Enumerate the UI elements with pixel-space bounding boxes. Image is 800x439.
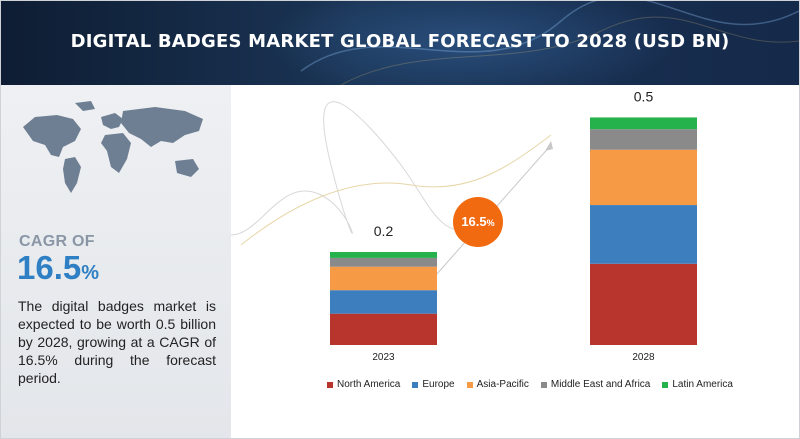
- bar-2023-latin-america: [330, 252, 437, 258]
- legend-item-latin-america: Latin America: [662, 379, 733, 390]
- sidebar-panel: CAGR OF 16.5% The digital badges market …: [1, 85, 231, 438]
- legend-label: Latin America: [672, 379, 733, 390]
- cagr-value: 16.5%: [17, 249, 99, 287]
- legend-item-asia-pacific: Asia-Pacific: [466, 379, 529, 390]
- legend-item-europe: Europe: [412, 379, 455, 390]
- legend-swatch: [662, 381, 669, 388]
- labels-group: 0.2 2023 0.5 2028: [372, 88, 655, 363]
- cagr-number: 16.5: [17, 249, 82, 286]
- legend-swatch: [327, 381, 333, 388]
- cagr-unit: %: [81, 262, 100, 284]
- bar-2028-asia-pacific: [590, 149, 697, 206]
- total-label-2023: 0.2: [374, 223, 394, 239]
- legend-label: Europe: [422, 379, 455, 390]
- bars-group: [330, 117, 697, 345]
- category-label-2023: 2023: [372, 352, 395, 363]
- cagr-badge-value: 16.5: [461, 214, 487, 229]
- market-description: The digital badges market is expected to…: [18, 298, 216, 386]
- header-glow: [261, 1, 681, 85]
- bar-2028-north-america: [590, 263, 697, 345]
- legend-item-middle-east-and-africa: Middle East and Africa: [540, 379, 651, 390]
- bar-2023-asia-pacific: [330, 266, 437, 291]
- bar-2023-middle-east-and-africa: [330, 257, 437, 267]
- header-banner: DIGITAL BADGES MARKET GLOBAL FORECAST TO…: [1, 1, 799, 85]
- growth-curve-2: [240, 134, 552, 246]
- legend-swatch: [466, 381, 473, 388]
- header-decoration: [300, 1, 799, 85]
- legend-label: Middle East and Africa: [550, 379, 651, 390]
- chart-legend: North America Europe Asia-Pacific Middle Ea…: [327, 379, 745, 390]
- bar-2023-north-america: [330, 313, 437, 345]
- world-map-icon: [23, 101, 203, 193]
- page-title: DIGITAL BADGES MARKET GLOBAL FORECAST TO…: [70, 31, 730, 52]
- bar-2028-europe: [590, 205, 697, 264]
- legend-item-north-america: North America: [327, 379, 400, 390]
- bar-2028-latin-america: [590, 117, 697, 130]
- trend-arrow-head: [545, 141, 553, 151]
- bar-2023-europe: [330, 290, 437, 314]
- category-label-2028: 2028: [632, 352, 655, 363]
- legend-label: Asia-Pacific: [476, 379, 529, 390]
- chart-area: 0.2 2023 0.5 2028: [230, 85, 799, 438]
- total-label-2028: 0.5: [634, 88, 654, 104]
- bar-2028-middle-east-and-africa: [590, 129, 697, 150]
- stacked-bar-chart: 0.2 2023 0.5 2028: [230, 88, 697, 363]
- growth-curve: [230, 101, 482, 236]
- legend-swatch: [412, 381, 419, 388]
- legend-label: North America: [337, 379, 401, 390]
- cagr-label: CAGR OF: [19, 233, 95, 250]
- cagr-badge: 16.5%: [453, 197, 503, 247]
- cagr-badge-unit: %: [486, 218, 495, 228]
- legend-swatch: [540, 381, 547, 388]
